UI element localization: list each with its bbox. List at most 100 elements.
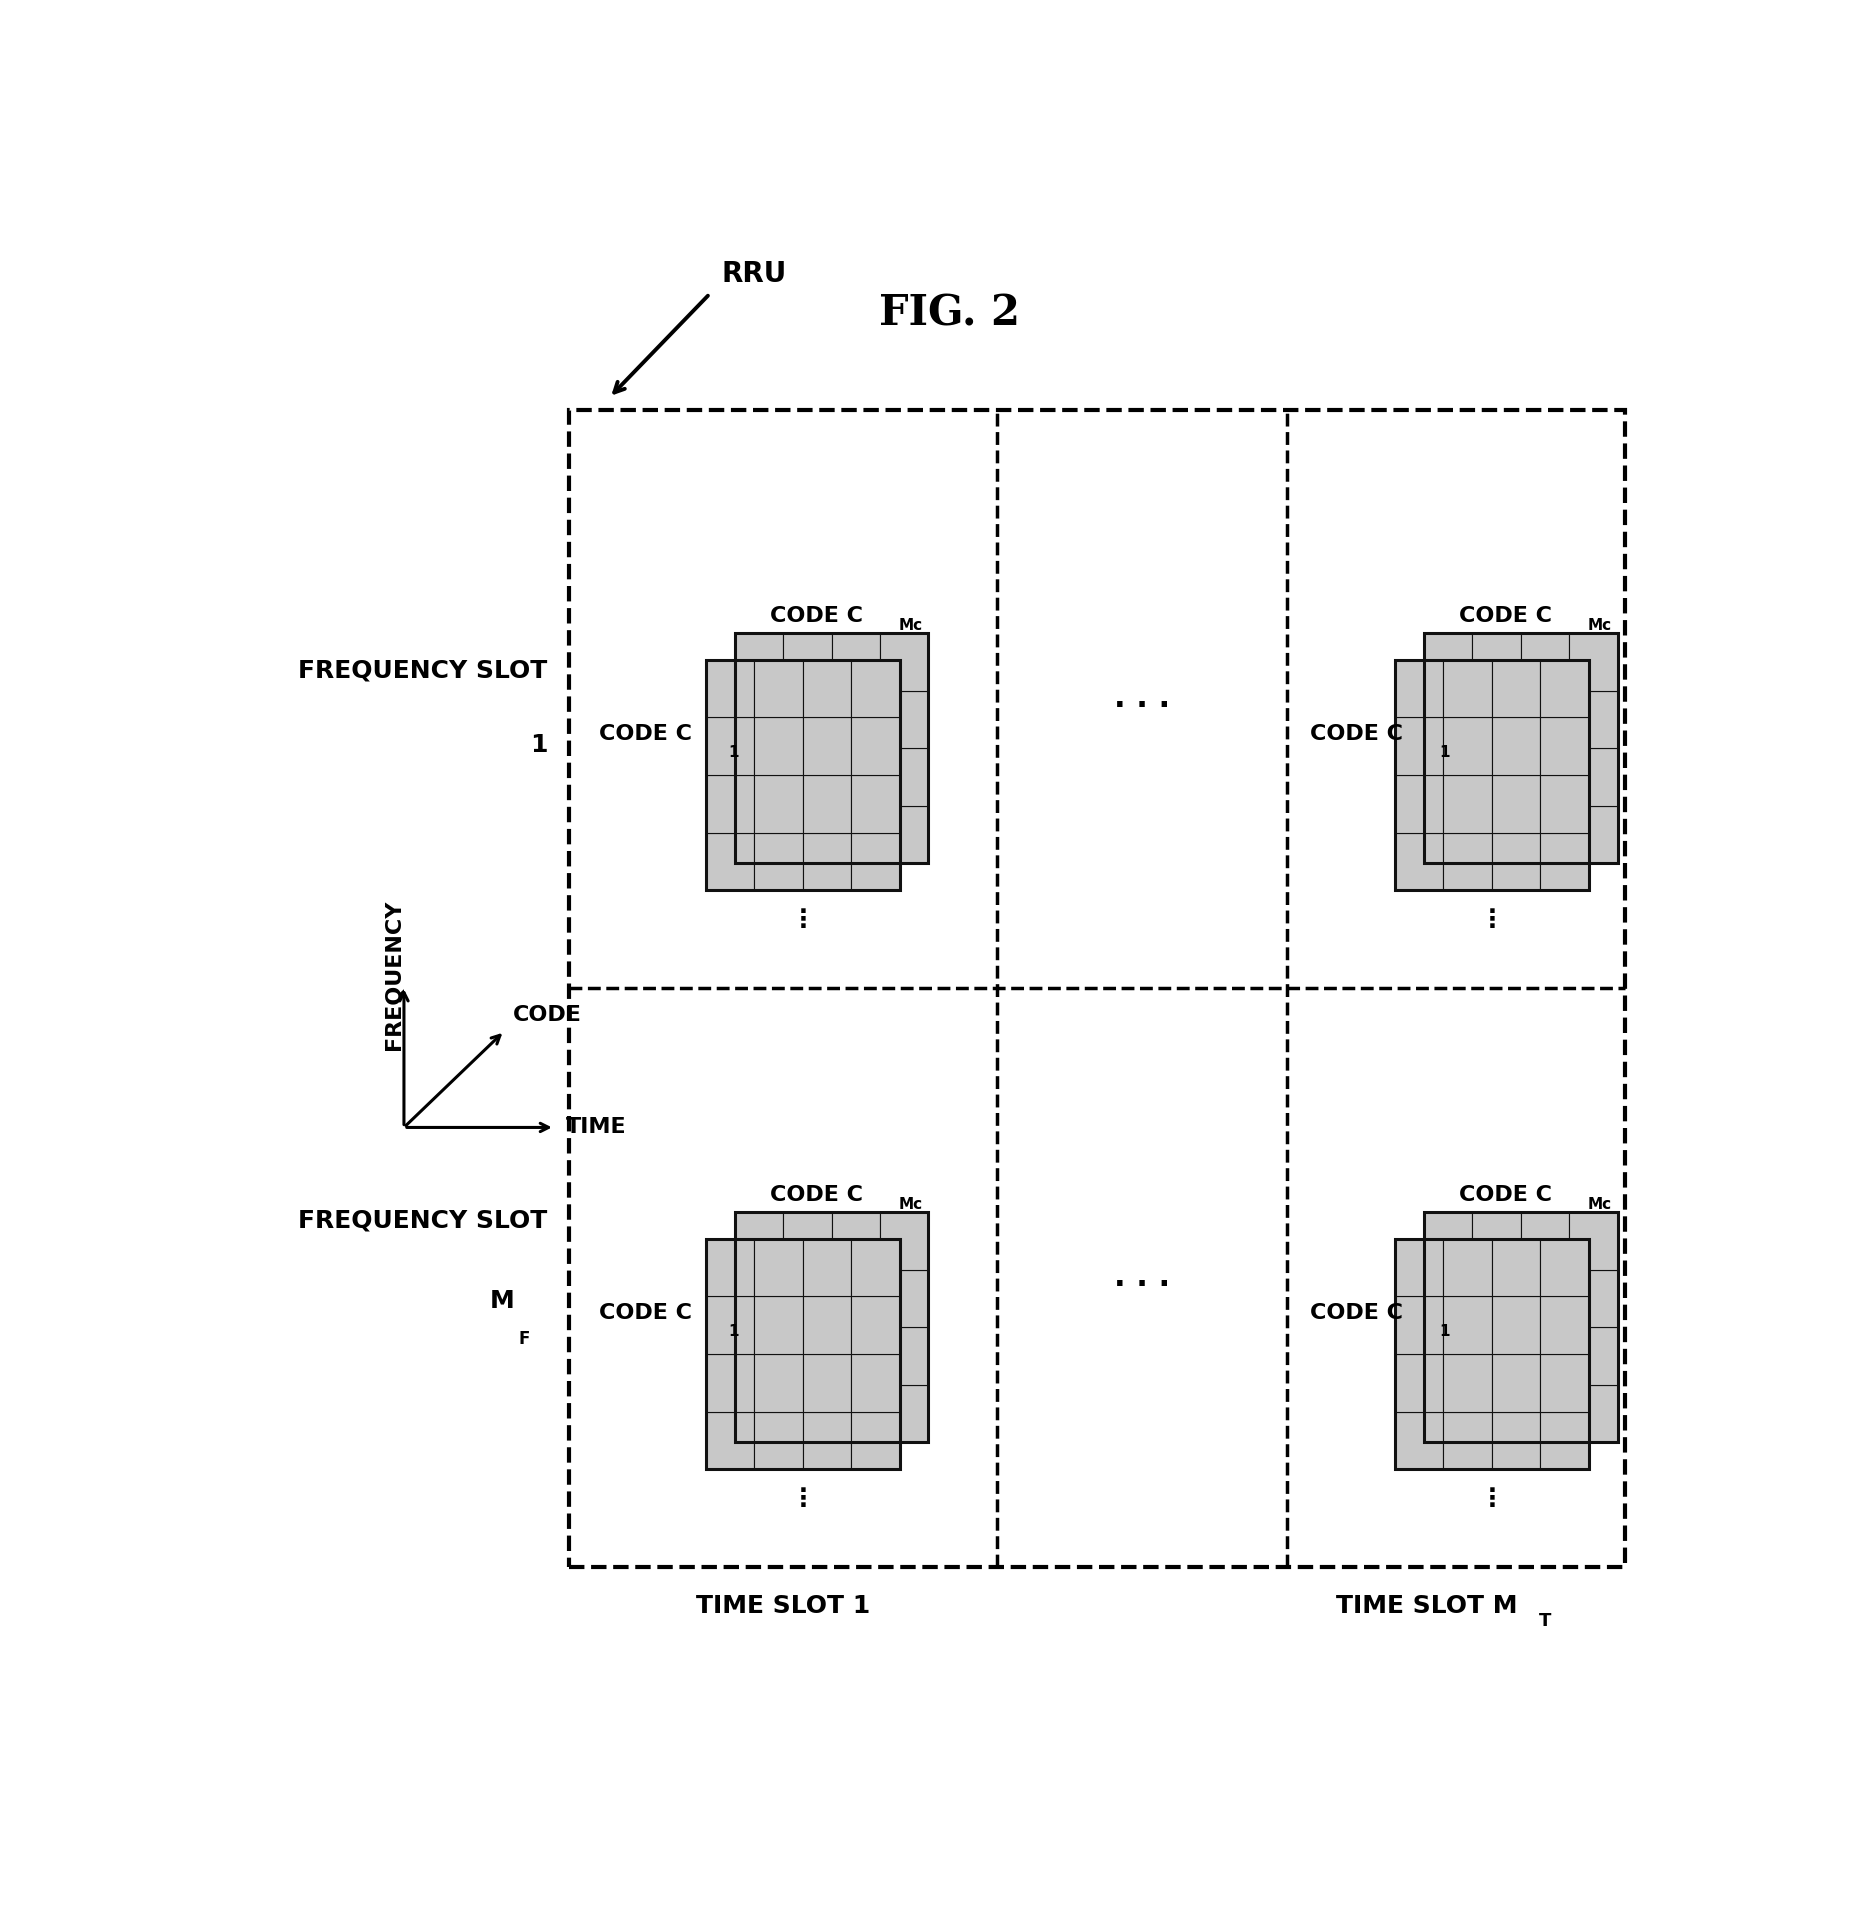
Bar bbox=[734, 1213, 928, 1442]
Bar bbox=[1423, 632, 1618, 864]
Bar bbox=[802, 717, 851, 775]
Text: RRU: RRU bbox=[721, 260, 786, 287]
Bar bbox=[851, 717, 901, 775]
Bar bbox=[1395, 1240, 1588, 1469]
Bar bbox=[1569, 1326, 1618, 1384]
Bar bbox=[1521, 806, 1569, 864]
Bar bbox=[706, 1296, 754, 1353]
Bar bbox=[1423, 748, 1471, 806]
Text: CODE C: CODE C bbox=[769, 605, 862, 627]
Bar bbox=[1395, 717, 1443, 775]
Bar bbox=[880, 690, 928, 748]
Bar bbox=[1569, 748, 1618, 806]
Bar bbox=[851, 659, 901, 717]
Bar bbox=[784, 1384, 832, 1442]
Bar bbox=[880, 806, 928, 864]
Bar bbox=[851, 775, 901, 833]
Bar bbox=[706, 775, 754, 833]
Bar bbox=[1540, 833, 1588, 891]
Text: FREQUENCY: FREQUENCY bbox=[384, 898, 404, 1049]
Bar bbox=[1492, 717, 1540, 775]
Text: CODE C: CODE C bbox=[1458, 605, 1551, 627]
Text: CODE C: CODE C bbox=[599, 1303, 691, 1323]
Bar bbox=[754, 1411, 802, 1469]
Text: T: T bbox=[1540, 1612, 1551, 1629]
Bar bbox=[734, 1384, 784, 1442]
Bar bbox=[1423, 1384, 1471, 1442]
Bar bbox=[1395, 1411, 1443, 1469]
Bar bbox=[734, 806, 784, 864]
Bar bbox=[802, 775, 851, 833]
Bar bbox=[784, 806, 832, 864]
Bar bbox=[1540, 717, 1588, 775]
Bar bbox=[1395, 1353, 1443, 1411]
Bar bbox=[1569, 1384, 1618, 1442]
Bar bbox=[832, 632, 880, 690]
Bar bbox=[1569, 806, 1618, 864]
Bar bbox=[569, 409, 1625, 1567]
Bar bbox=[1443, 717, 1492, 775]
Text: 1: 1 bbox=[728, 746, 739, 760]
Bar bbox=[1395, 1240, 1443, 1296]
Bar bbox=[880, 632, 928, 690]
Bar bbox=[1521, 632, 1569, 690]
Text: CODE C: CODE C bbox=[769, 1186, 862, 1205]
Bar bbox=[706, 659, 901, 891]
Text: Mc: Mc bbox=[899, 619, 923, 632]
Bar bbox=[754, 1240, 802, 1296]
Bar bbox=[1395, 1296, 1443, 1353]
Bar bbox=[1423, 1213, 1618, 1442]
Bar bbox=[1443, 1240, 1492, 1296]
Bar bbox=[851, 833, 901, 891]
Text: . . .: . . . bbox=[1114, 684, 1169, 713]
Text: ⋮: ⋮ bbox=[791, 908, 815, 931]
Bar bbox=[1443, 1411, 1492, 1469]
Bar bbox=[802, 1411, 851, 1469]
Bar bbox=[734, 1271, 784, 1326]
Bar bbox=[1492, 1296, 1540, 1353]
Bar bbox=[1423, 1326, 1471, 1384]
Bar bbox=[832, 806, 880, 864]
Bar bbox=[1492, 1353, 1540, 1411]
Text: F: F bbox=[519, 1330, 530, 1348]
Bar bbox=[1540, 1240, 1588, 1296]
Bar bbox=[880, 1271, 928, 1326]
Bar bbox=[832, 1326, 880, 1384]
Bar bbox=[1395, 775, 1443, 833]
Bar bbox=[832, 690, 880, 748]
Bar bbox=[706, 833, 754, 891]
Bar bbox=[1443, 775, 1492, 833]
Bar bbox=[734, 632, 784, 690]
Bar bbox=[706, 659, 754, 717]
Text: 1: 1 bbox=[1440, 746, 1451, 760]
Text: ⋮: ⋮ bbox=[1479, 908, 1505, 931]
Bar bbox=[851, 1353, 901, 1411]
Bar bbox=[880, 1326, 928, 1384]
Bar bbox=[784, 1213, 832, 1271]
Bar bbox=[1492, 833, 1540, 891]
Text: Mc: Mc bbox=[899, 1197, 923, 1213]
Bar bbox=[1569, 632, 1618, 690]
Bar bbox=[880, 748, 928, 806]
Text: M: M bbox=[489, 1290, 515, 1313]
Bar bbox=[802, 1240, 851, 1296]
Bar bbox=[832, 748, 880, 806]
Bar bbox=[1423, 1271, 1471, 1326]
Bar bbox=[1423, 806, 1471, 864]
Bar bbox=[754, 1296, 802, 1353]
Text: TIME SLOT 1: TIME SLOT 1 bbox=[695, 1594, 869, 1618]
Bar bbox=[802, 1296, 851, 1353]
Bar bbox=[734, 1326, 784, 1384]
Bar bbox=[1521, 1326, 1569, 1384]
Bar bbox=[802, 833, 851, 891]
Bar bbox=[1471, 632, 1521, 690]
Bar bbox=[754, 659, 802, 717]
Bar bbox=[1540, 1296, 1588, 1353]
Text: TIME: TIME bbox=[567, 1118, 626, 1138]
Text: FIG. 2: FIG. 2 bbox=[878, 291, 1021, 334]
Bar bbox=[880, 1384, 928, 1442]
Text: CODE C: CODE C bbox=[1310, 1303, 1403, 1323]
Text: . . .: . . . bbox=[1114, 1263, 1169, 1292]
Bar bbox=[1423, 1213, 1471, 1271]
Text: CODE C: CODE C bbox=[1458, 1186, 1551, 1205]
